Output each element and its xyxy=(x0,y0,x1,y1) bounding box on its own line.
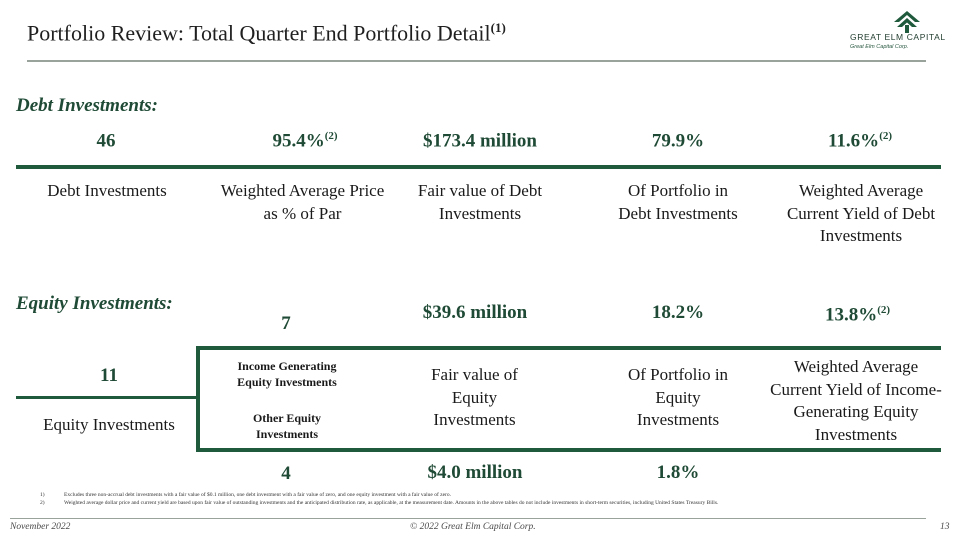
footnote-2: 2) Weighted average dollar price and cur… xyxy=(40,500,945,507)
footer-copyright: © 2022 Great Elm Capital Corp. xyxy=(410,522,536,532)
footnote-1-number: 1) xyxy=(40,492,45,498)
other-equity-fair-value: $4.0 million xyxy=(427,462,523,483)
income-equity-label: Income Generating Equity Investments xyxy=(237,359,337,389)
debt-price-label: Weighted Average Price as % of Par xyxy=(220,181,385,223)
debt-fair-value: $173.4 million xyxy=(422,130,537,152)
footer-page-number: 13 xyxy=(940,522,950,532)
equity-total-divider xyxy=(16,396,198,399)
income-equity-fair-value: $39.6 million xyxy=(422,302,528,323)
income-equity-count: 7 xyxy=(281,313,291,334)
footer-date: November 2022 xyxy=(10,522,71,532)
equity-heading: Equity Investments: xyxy=(16,293,173,314)
debt-portfolio-label: Of Portfolio in Debt Investments xyxy=(618,181,738,223)
page-title-text: Portfolio Review: Total Quarter End Port… xyxy=(27,20,491,46)
other-equity-label: Other Equity Investments xyxy=(252,411,322,441)
footnote-1-text: Excludes three non-accrual debt investme… xyxy=(64,492,452,498)
page-title-footnote-ref: (1) xyxy=(490,20,506,35)
equity-yield-label: Weighted Average Current Yield of Income… xyxy=(770,357,942,444)
debt-yield-label: Weighted Average Current Yield of Debt I… xyxy=(786,181,936,245)
debt-price-value: 95.4%(2) xyxy=(272,130,338,152)
title-divider xyxy=(27,60,926,62)
equity-portfolio-label: Of Portfolio in Equity Investments xyxy=(627,365,729,429)
debt-count-label: Debt Investments xyxy=(47,181,167,200)
debt-count-value: 46 xyxy=(96,130,116,152)
debt-divider xyxy=(16,165,941,169)
equity-breakdown-bracket xyxy=(196,346,941,452)
other-equity-count: 4 xyxy=(281,463,291,484)
footnote-1: 1) Excludes three non-accrual debt inves… xyxy=(40,492,945,499)
debt-yield-value: 11.6%(2) xyxy=(827,130,893,152)
equity-total-label: Equity Investments xyxy=(43,415,175,434)
equity-yield-value: 13.8%(2) xyxy=(824,304,891,326)
page-title: Portfolio Review: Total Quarter End Port… xyxy=(27,20,506,46)
logo-wordmark: GREAT ELM CAPITAL xyxy=(850,32,946,42)
other-equity-portfolio-pct: 1.8% xyxy=(656,462,700,483)
footnote-2-text: Weighted average dollar price and curren… xyxy=(64,499,719,506)
logo-subtitle: Great Elm Capital Corp. xyxy=(850,44,909,50)
footer-divider xyxy=(10,518,926,519)
debt-fair-value-label: Fair value of Debt Investments xyxy=(417,181,543,223)
footnote-2-number: 2) xyxy=(40,499,45,506)
income-equity-portfolio-pct: 18.2% xyxy=(651,302,705,323)
equity-fair-value-label: Fair value of Equity Investments xyxy=(431,365,518,429)
debt-heading: Debt Investments: xyxy=(16,95,158,116)
equity-total-count: 11 xyxy=(100,365,118,386)
footnotes: 1) Excludes three non-accrual debt inves… xyxy=(40,492,945,506)
great-elm-logo-icon xyxy=(894,11,920,33)
debt-portfolio-pct: 79.9% xyxy=(651,130,705,152)
